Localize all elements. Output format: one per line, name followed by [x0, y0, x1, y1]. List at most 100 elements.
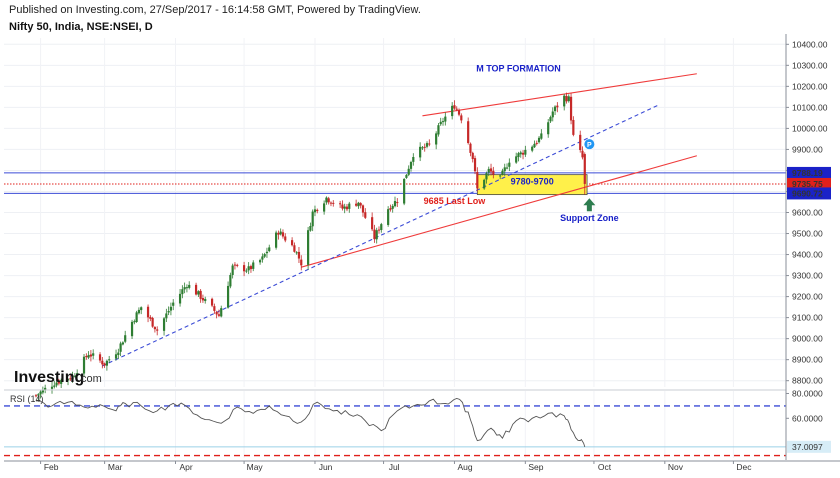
- candle-body: [492, 170, 495, 175]
- candle-body: [172, 302, 175, 306]
- candle-body: [217, 314, 221, 316]
- candle-body: [579, 134, 582, 151]
- trendline-lower-channel: [301, 155, 697, 268]
- candle-body: [149, 317, 152, 319]
- x-tick-label: Dec: [736, 462, 752, 472]
- candle-body: [153, 327, 157, 330]
- candle-body: [258, 260, 262, 263]
- candle-body: [297, 251, 301, 259]
- x-tick-label: Apr: [179, 462, 192, 472]
- candle-body: [188, 284, 191, 288]
- candle-body: [499, 175, 502, 177]
- y-tick-label: 9400.00: [792, 250, 823, 260]
- candle-body: [236, 264, 239, 266]
- candle-body: [437, 125, 440, 135]
- candle-body: [185, 287, 189, 289]
- candle-body: [204, 298, 207, 302]
- y-tick-label: 9100.00: [792, 313, 823, 323]
- candle-body: [261, 256, 264, 260]
- candle-body: [300, 259, 303, 266]
- candle-body: [439, 121, 442, 125]
- candle-body: [210, 298, 214, 306]
- candle-body: [183, 287, 186, 290]
- chart-symbol-title: Nifty 50, India, NSE:NSEI, D: [9, 21, 153, 33]
- candle-body: [332, 202, 335, 204]
- y-tick-label: 9200.00: [792, 292, 823, 302]
- candle-body: [117, 352, 120, 356]
- annotation-support-range: 9780-9700: [511, 177, 554, 187]
- candle-body: [485, 173, 488, 180]
- candle-body: [105, 360, 108, 366]
- arrow-up-icon: [583, 198, 596, 212]
- candle-body: [428, 143, 431, 145]
- candle-body: [55, 382, 58, 386]
- candle-body: [41, 389, 44, 393]
- candle-body: [82, 356, 86, 374]
- annotation-support-zone: Support Zone: [560, 213, 619, 223]
- candle-body: [316, 209, 319, 212]
- candle-body: [403, 178, 406, 204]
- candle-body: [137, 309, 141, 314]
- investing-logo: Investing .com: [14, 369, 102, 386]
- candle-body: [162, 318, 166, 331]
- logo-suffix: .com: [78, 373, 102, 385]
- candle-body: [34, 395, 38, 397]
- x-tick-label: Mar: [108, 462, 123, 472]
- candle-body: [553, 106, 557, 112]
- candle-body: [531, 146, 534, 151]
- rsi-y-tick-label: 60.0000: [792, 413, 823, 423]
- annotation-last-low: 9685 Last Low: [424, 196, 487, 206]
- candle-body: [412, 156, 415, 162]
- y-tick-label: 9900.00: [792, 144, 823, 154]
- candle-body: [435, 133, 438, 145]
- candle-body: [453, 105, 456, 109]
- candle-body: [407, 168, 410, 175]
- rsi-line: [36, 397, 586, 447]
- x-tick-label: Nov: [668, 462, 684, 472]
- candle-body: [444, 116, 447, 122]
- published-info: Published on Investing.com, 27/Sep/2017 …: [9, 4, 421, 16]
- candle-body: [533, 143, 536, 148]
- candle-body: [501, 170, 504, 175]
- candle-body: [220, 308, 223, 317]
- candle-body: [92, 353, 95, 356]
- candle-body: [249, 266, 253, 270]
- rsi-title: RSI (14): [10, 394, 44, 404]
- candle-body: [508, 162, 511, 167]
- candle-body: [505, 167, 509, 169]
- grid: [4, 38, 786, 458]
- trendline-upper-channel: [422, 73, 697, 117]
- candle-body: [181, 289, 184, 295]
- candle-body: [50, 386, 54, 389]
- candle-body: [329, 202, 333, 204]
- candle-body: [71, 375, 74, 380]
- candle-body: [233, 264, 237, 266]
- candle-body: [87, 355, 90, 358]
- candle-body: [215, 311, 218, 315]
- candle-body: [151, 317, 154, 327]
- candle-body: [85, 356, 88, 358]
- y-tick-label: 9000.00: [792, 334, 823, 344]
- candle-body: [563, 95, 566, 107]
- candle-body: [540, 133, 543, 139]
- candle-body: [323, 203, 326, 212]
- candle-body: [355, 203, 358, 206]
- candle-body: [455, 108, 458, 110]
- annotations-layer: M TOP FORMATION 9780-9700 9685 Last Low Sup…: [424, 64, 619, 223]
- candle-body: [572, 119, 575, 135]
- candle-body: [135, 312, 138, 323]
- candle-body: [197, 291, 200, 295]
- rsi-value-label: 37.0097: [792, 442, 823, 452]
- candle-body: [405, 174, 408, 178]
- candle-body: [419, 146, 422, 158]
- candle-body: [274, 232, 278, 248]
- candle-body: [37, 394, 40, 396]
- y-tick-label: 8900.00: [792, 355, 823, 365]
- candle-body: [565, 95, 568, 102]
- price-label-box: [787, 166, 831, 179]
- candle-body: [473, 158, 477, 172]
- candle-body: [325, 197, 328, 203]
- candle-body: [391, 205, 394, 209]
- candle-body: [57, 381, 60, 384]
